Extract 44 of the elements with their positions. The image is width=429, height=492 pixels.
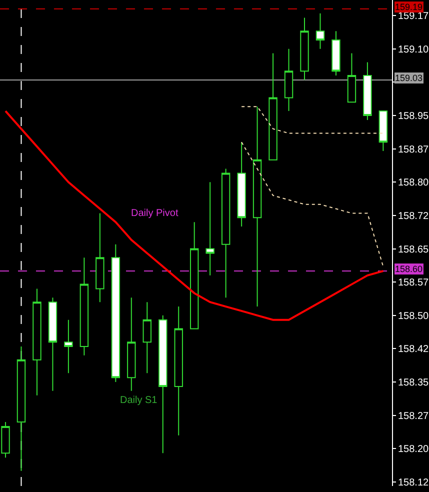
candlestick	[127, 297, 136, 392]
ref-line-label: 158.60	[395, 264, 423, 274]
y-tick-label: 159.10	[398, 44, 429, 56]
annotation: Daily S1	[120, 395, 158, 406]
candlestick	[16, 346, 26, 472]
candlestick	[64, 319, 73, 374]
y-tick-label: 158.57	[398, 278, 429, 289]
candlestick	[174, 306, 183, 436]
candlestick	[190, 222, 199, 330]
y-tick-label: 158.12	[398, 478, 429, 488]
candlestick	[142, 302, 152, 374]
candlestick	[96, 212, 104, 303]
y-tick-label: 158.50	[398, 310, 429, 322]
candlestick	[252, 106, 262, 308]
y-tick-label: 158.87	[398, 144, 429, 156]
line-series	[4, 110, 384, 321]
annotation: Daily Pivot	[131, 208, 178, 219]
candlestick	[300, 17, 309, 80]
candlestick	[80, 257, 89, 356]
y-tick-label: 158.65	[398, 244, 429, 256]
y-tick-label: 158.35	[398, 378, 429, 389]
candlestick	[48, 297, 58, 392]
candlestick	[111, 244, 120, 383]
ref-line-label: 159.03	[395, 73, 423, 83]
candlestick	[347, 52, 356, 103]
candlestick	[32, 288, 42, 396]
candlestick	[268, 52, 278, 160]
y-tick-label: 158.80	[398, 178, 429, 189]
candlestick	[332, 30, 340, 76]
y-tick-label: 158.27	[398, 410, 429, 422]
line-series	[241, 142, 384, 268]
ref-line-label: 159.19	[395, 2, 423, 12]
candlestick	[237, 142, 246, 228]
candlestick	[363, 62, 372, 120]
y-tick-label: 158.95	[398, 111, 429, 122]
candlestick	[158, 314, 168, 454]
candlestick	[221, 168, 230, 298]
candlestick	[284, 48, 294, 112]
candlestick	[206, 182, 214, 276]
y-tick-label: 158.72	[398, 210, 429, 222]
y-tick-label: 158.42	[398, 344, 429, 356]
y-tick-label: 158.20	[398, 444, 429, 456]
candlestick	[316, 12, 325, 50]
candlestick	[378, 110, 388, 152]
